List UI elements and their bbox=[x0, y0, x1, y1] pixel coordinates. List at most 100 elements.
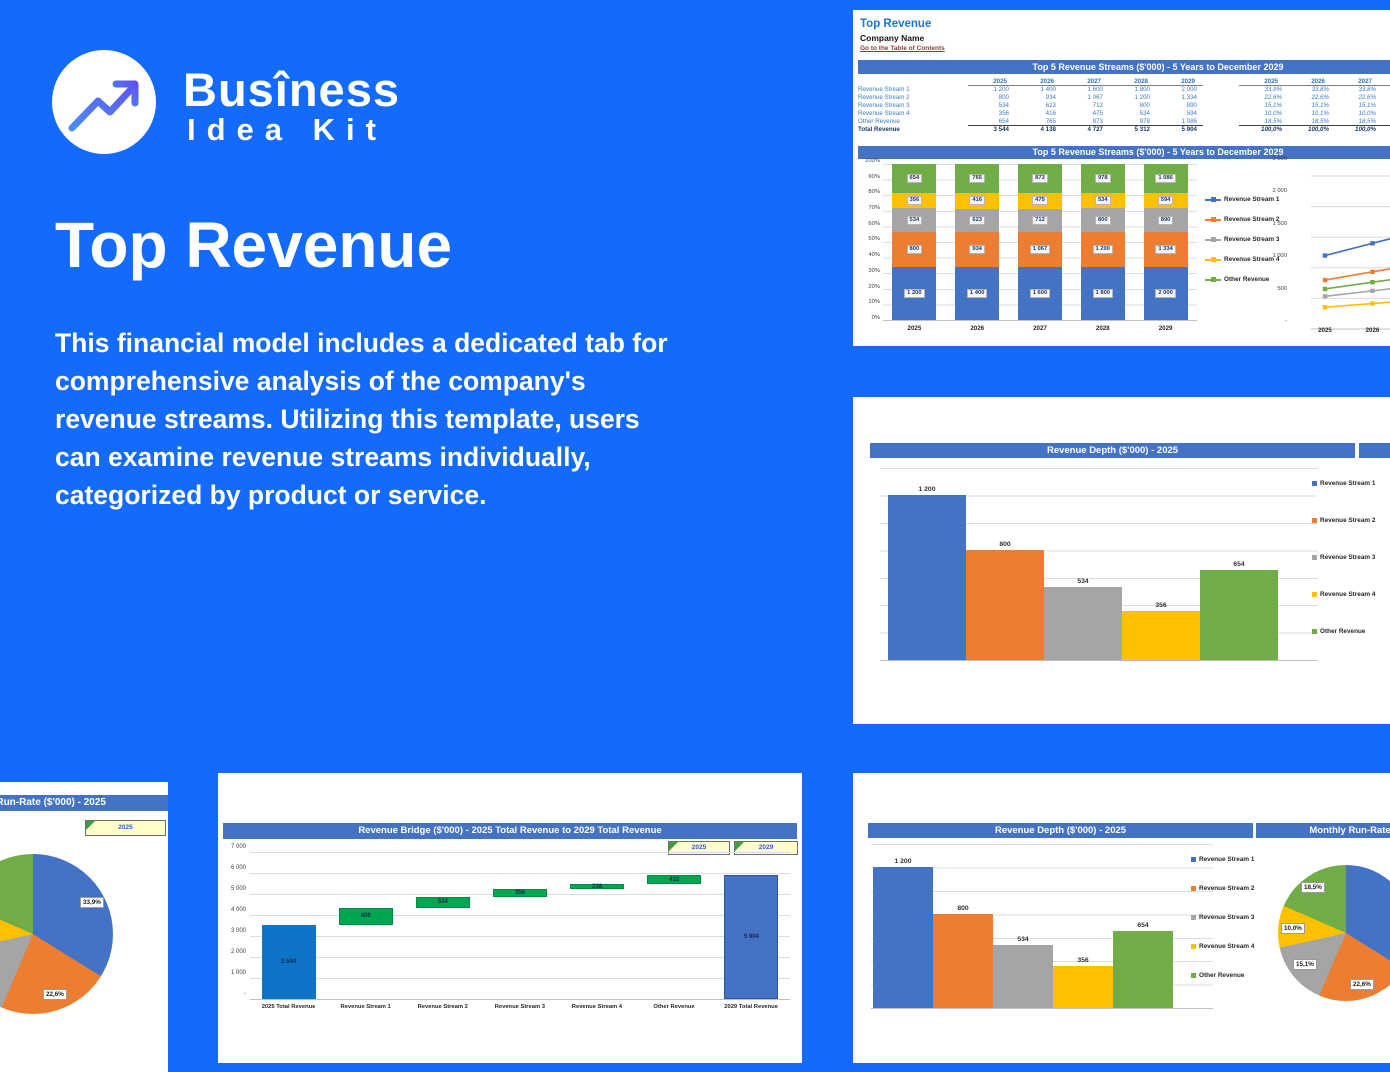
y-tick-label: 4 000 bbox=[230, 907, 246, 913]
value-cell: 594 bbox=[1186, 110, 1197, 117]
waterfall-bar: 3 544 bbox=[261, 924, 316, 999]
value-cell: 800 bbox=[998, 94, 1009, 102]
bar-value-label: 1 400 bbox=[966, 289, 988, 299]
bar-value-label: 873 bbox=[1032, 173, 1048, 183]
pct-year-header: 2027 bbox=[1333, 78, 1380, 86]
y-tick-label: 2 000 bbox=[1272, 188, 1287, 195]
value-cell: 416 bbox=[1045, 110, 1056, 117]
bar-segment: 1 086 bbox=[1143, 164, 1188, 193]
chart-title-bar: Top 5 Revenue Streams ($'000) - 5 Years … bbox=[858, 146, 1390, 159]
bar-value-label: 712 bbox=[1032, 215, 1048, 225]
bar-segment: 1 800 bbox=[1080, 267, 1125, 320]
total-row-label: Total Revenue bbox=[858, 125, 900, 133]
depth-title-bar: Revenue Depth ($'000) - 2025 bbox=[870, 443, 1355, 458]
pct-cell: 22,6% bbox=[1311, 94, 1329, 102]
runrate-title-bar-2: Monthly Run-Rate ($'000) - 2025 bbox=[1256, 823, 1390, 838]
pct-cell: 33,9% bbox=[1264, 86, 1282, 94]
legend-label: Revenue Stream 2 bbox=[1199, 885, 1255, 892]
bar-value-label: 800 bbox=[957, 905, 969, 913]
stacked-chart-legend: Revenue Stream 1 Revenue Stream 2 Revenue … bbox=[1205, 196, 1279, 283]
row-label: Revenue Stream 2 bbox=[858, 94, 910, 102]
bar: 1 200 bbox=[873, 858, 933, 1008]
x-axis-label: 2026 bbox=[1365, 327, 1380, 334]
bar-value-label: 356 bbox=[1155, 602, 1167, 610]
pct-year-header: 2025 bbox=[1239, 78, 1286, 86]
value-cell: 712 bbox=[1092, 102, 1103, 110]
table-title-bar: Top 5 Revenue Streams ($'000) - 5 Years … bbox=[858, 60, 1390, 74]
legend-label: Revenue Stream 1 bbox=[1199, 856, 1255, 863]
y-tick-label: 80% bbox=[868, 189, 880, 196]
bar: 800 bbox=[933, 905, 993, 1008]
bar-value-label: 1 800 bbox=[1092, 289, 1114, 299]
depth-title-bar-2: Revenue Depth ($'000) - 2025 bbox=[868, 823, 1253, 838]
value-cell: 1 600 bbox=[1087, 86, 1103, 94]
legend-label: Other Revenue bbox=[1199, 972, 1245, 979]
bar-value-label: 356 bbox=[906, 196, 923, 206]
bar: 534 bbox=[1044, 578, 1122, 660]
bar-segment: 1 334 bbox=[1143, 231, 1188, 268]
y-tick-label: 40% bbox=[868, 252, 880, 259]
logo-trend-icon bbox=[52, 50, 156, 154]
total-value-cell: 4 138 bbox=[1015, 125, 1062, 133]
bar-value-label: 800 bbox=[906, 245, 923, 255]
waterfall-bar: 800 bbox=[338, 907, 393, 925]
waterfall-chart: 3 544 800 534 356 238 432 5 904 bbox=[250, 852, 790, 1000]
start-year-dropdown[interactable]: 2025 bbox=[668, 841, 730, 855]
y-tick-label: 5 000 bbox=[230, 886, 246, 892]
bar: 800 bbox=[966, 541, 1044, 660]
bar-segment: 475 bbox=[1017, 192, 1062, 209]
stacked-column-chart: 1 200 800 534 356 654 1 400 934 623 416 765 1 600 1… bbox=[883, 164, 1197, 321]
legend-label: Revenue Stream 3 bbox=[1199, 914, 1255, 921]
row-label: Revenue Stream 1 bbox=[858, 86, 910, 94]
bar-value-label: 416 bbox=[969, 196, 986, 206]
legend-item: Other Revenue bbox=[1205, 276, 1279, 283]
value-cell: 873 bbox=[1092, 117, 1103, 125]
legend-marker-icon bbox=[1312, 592, 1317, 597]
legend-label: Revenue Stream 1 bbox=[1320, 480, 1376, 487]
legend-item: Revenue Stream 2 bbox=[1191, 885, 1254, 892]
value-cell: 978 bbox=[1139, 117, 1150, 125]
value-cell: 534 bbox=[998, 102, 1009, 110]
y-tick-label: 100% bbox=[865, 158, 880, 164]
bar-segment: 416 bbox=[955, 192, 1000, 209]
bar: 356 bbox=[1122, 602, 1200, 660]
logo-subtitle: Idea Kit bbox=[187, 112, 387, 147]
bar-value-label: 934 bbox=[969, 245, 986, 255]
y-tick-label: 10% bbox=[868, 299, 880, 306]
pct-cell: 10,0% bbox=[1264, 110, 1282, 117]
year-dropdown[interactable]: 2025 bbox=[85, 820, 166, 836]
x-axis-label: Revenue Stream 2 bbox=[417, 1004, 468, 1010]
pct-cell: 18,5% bbox=[1358, 117, 1376, 125]
x-axis-label: Other Revenue bbox=[653, 1004, 695, 1010]
legend-label: Revenue Stream 2 bbox=[1320, 517, 1376, 524]
table-of-contents-link[interactable]: Go to the Table of Contents bbox=[860, 45, 945, 52]
bar-segment: 534 bbox=[892, 208, 937, 232]
page-description: This financial model includes a dedicate… bbox=[55, 328, 668, 510]
y-tick-label: 7 000 bbox=[230, 844, 246, 850]
legend-label: Revenue Stream 3 bbox=[1320, 554, 1376, 561]
bar-segment: 2 000 bbox=[1143, 267, 1188, 320]
pie-label-stream2: 22,6% bbox=[43, 989, 67, 1000]
total-pct-cell: 100,0% bbox=[1333, 125, 1380, 133]
line-chart-y-axis: 2 500 2 000 1 500 1 000 500 - bbox=[1255, 156, 1287, 324]
value-cell: 1 086 bbox=[1181, 117, 1197, 125]
bar-segment: 978 bbox=[1080, 164, 1125, 193]
y-tick-label: 1 000 bbox=[1272, 253, 1287, 260]
depth-runrate-panel: Revenue Depth ($'000) - 2025 Monthly Run… bbox=[853, 773, 1390, 1063]
sheet-company-name: Company Name bbox=[860, 33, 925, 43]
value-cell: 534 bbox=[1139, 110, 1150, 117]
bar: 356 bbox=[1053, 957, 1113, 1008]
bar-segment: 712 bbox=[1017, 208, 1062, 232]
legend-marker-icon bbox=[1312, 481, 1317, 486]
pct-cell: 15,1% bbox=[1311, 102, 1329, 110]
pct-cell: 15,1% bbox=[1380, 102, 1390, 109]
waterfall-bar: 238 bbox=[570, 884, 625, 890]
legend-marker-icon bbox=[1312, 518, 1317, 523]
legend-marker-icon bbox=[1191, 915, 1196, 920]
value-cell: 1 200 bbox=[993, 86, 1009, 94]
pct-cell: 10,1% bbox=[1311, 110, 1329, 117]
legend-item: Revenue Stream 2 bbox=[1205, 216, 1279, 223]
y-tick-label: 30% bbox=[868, 267, 880, 274]
legend-item: Other Revenue bbox=[1312, 628, 1375, 635]
legend-marker-icon bbox=[1205, 197, 1221, 202]
